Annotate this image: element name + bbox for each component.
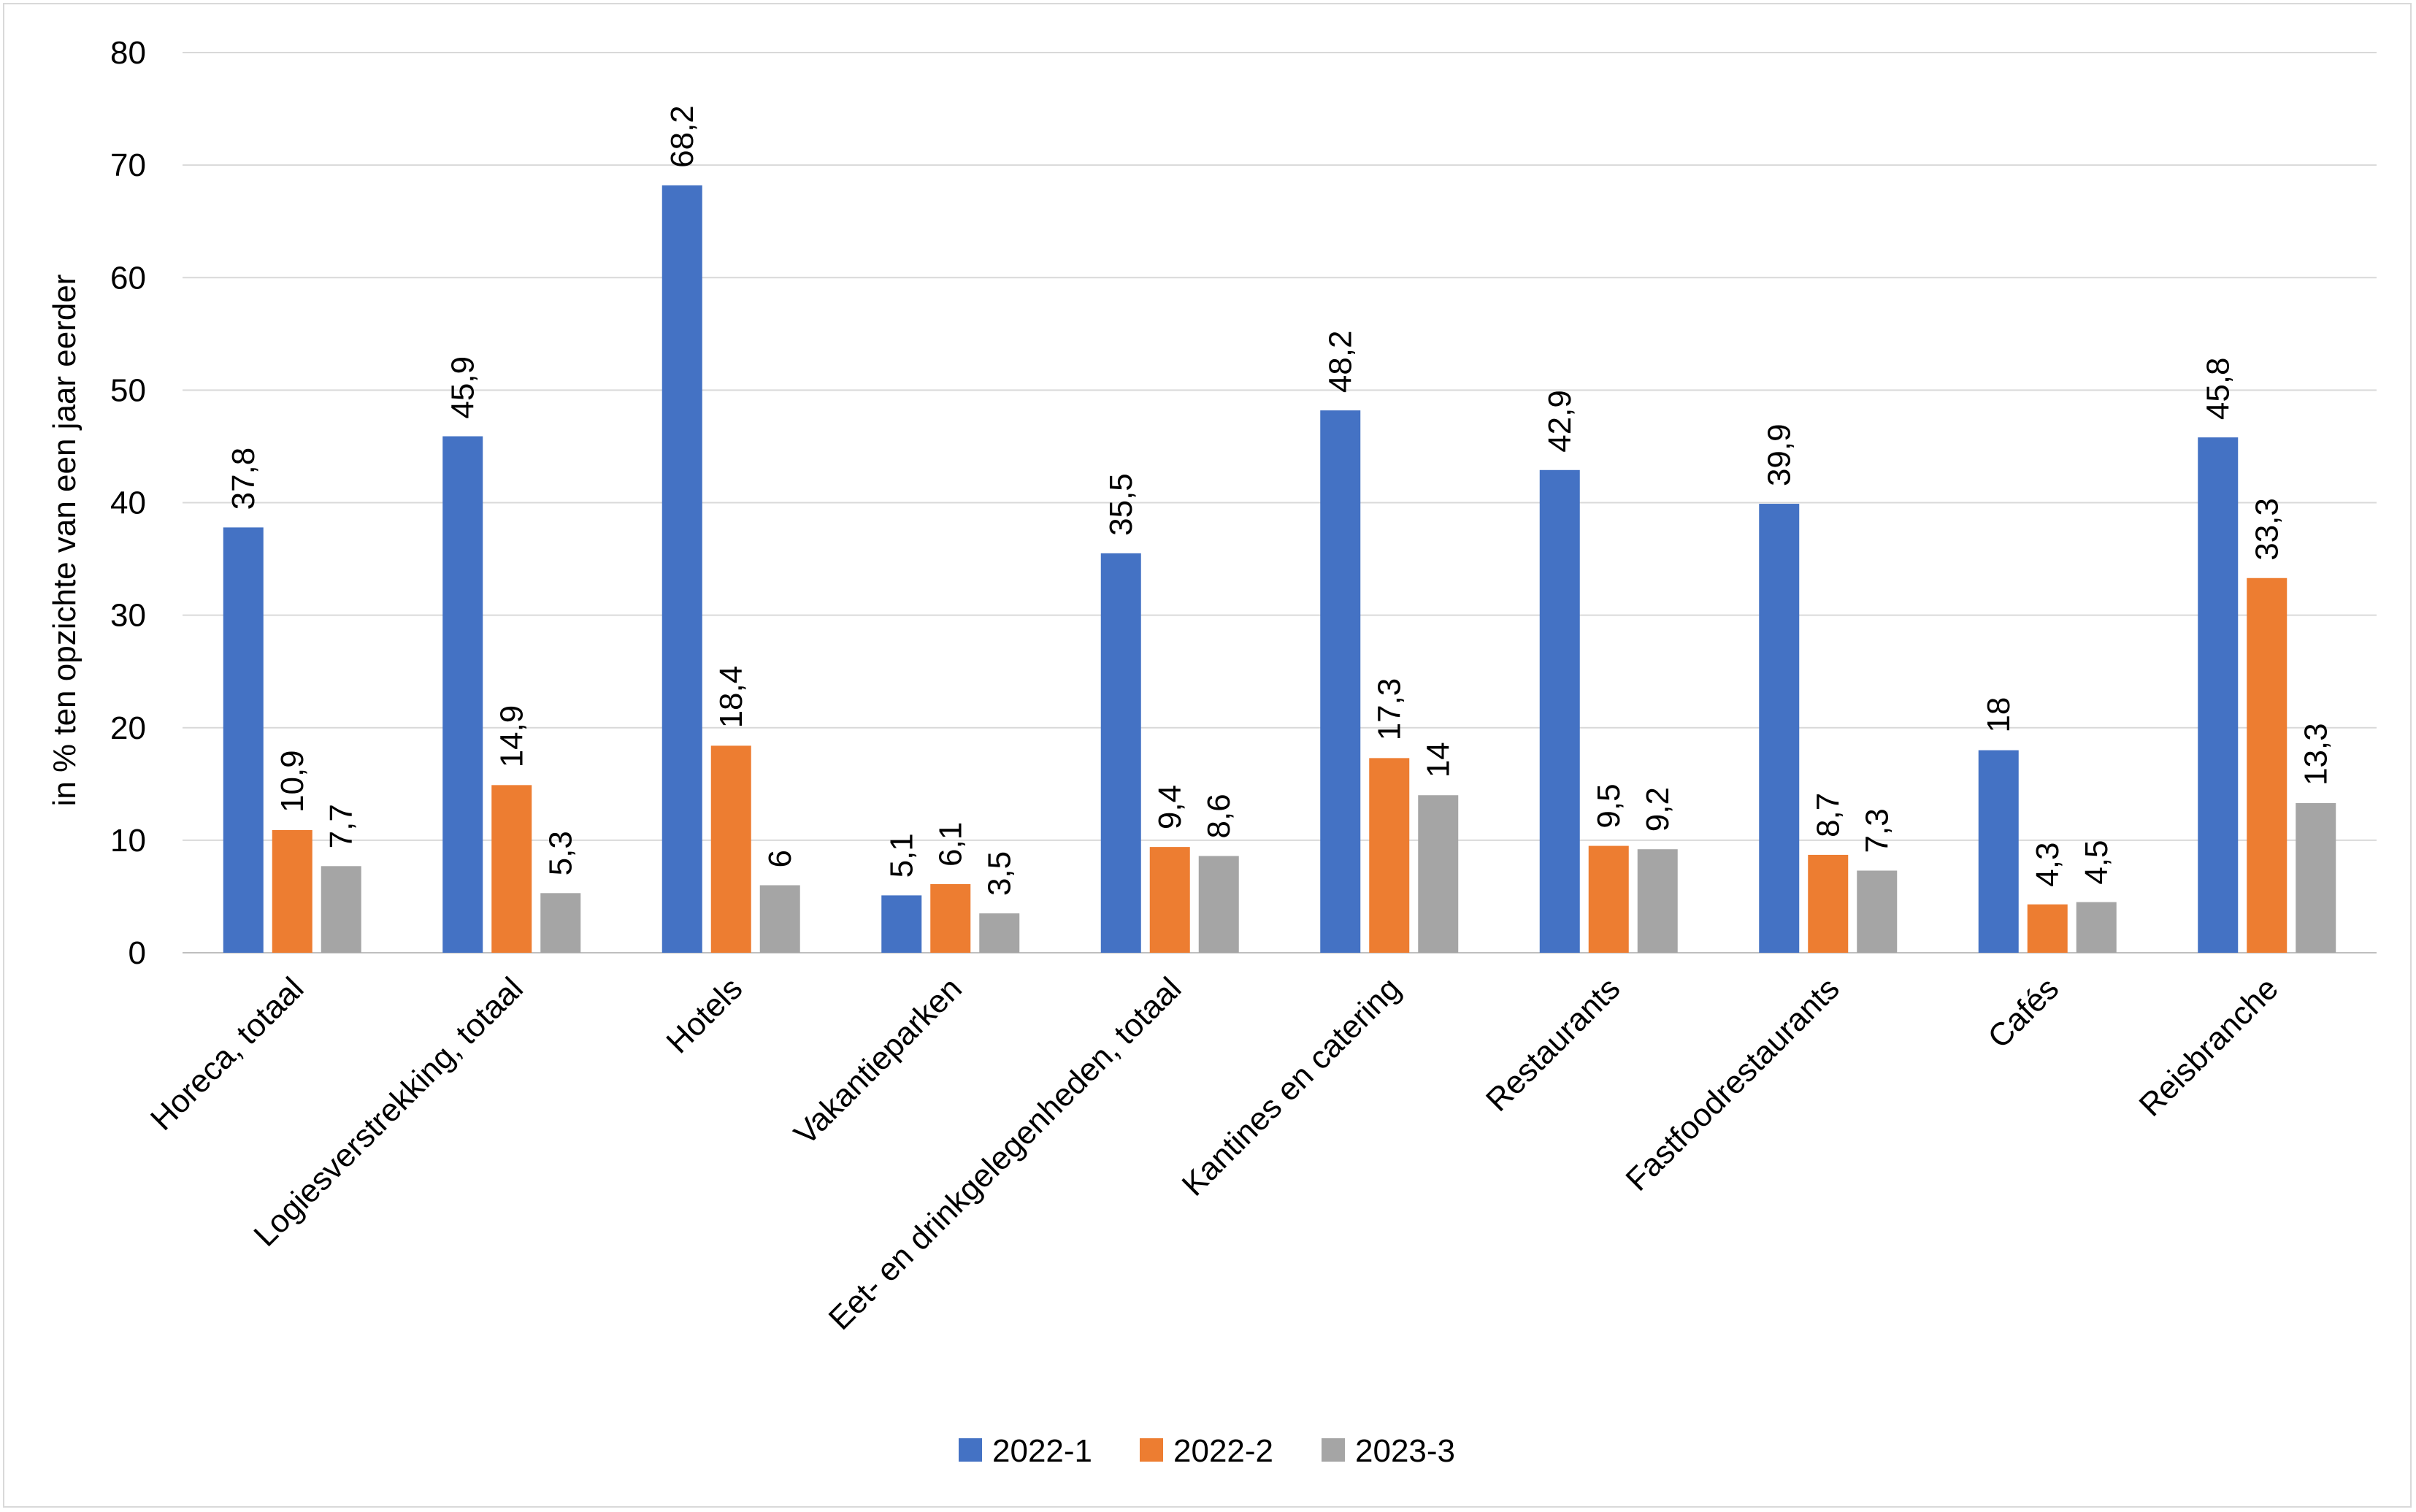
bar-2023-3 — [2076, 902, 2117, 953]
data-label: 45,9 — [445, 356, 481, 419]
bar-2022-2 — [491, 785, 532, 953]
y-axis-tick-labels: 0 10 20 30 40 50 60 70 80 — [110, 35, 146, 971]
bar-2022-2 — [710, 745, 751, 953]
bar-2023-3 — [540, 893, 581, 953]
x-tick-label: Reisbranche — [2132, 970, 2285, 1123]
bar-2023-3 — [2296, 803, 2336, 953]
y-axis-title: in % ten opzichte van een jaar eerder — [47, 275, 83, 807]
data-label: 8,6 — [1201, 794, 1237, 838]
bar-2022-1 — [661, 185, 702, 953]
y-tick-label: 60 — [110, 260, 146, 296]
y-tick-label: 0 — [129, 935, 146, 971]
bar-2022-1 — [1100, 553, 1141, 953]
data-label: 13,3 — [2298, 723, 2334, 786]
x-tick-label: Kantines en catering — [1176, 970, 1408, 1202]
data-label: 8,7 — [1811, 793, 1846, 837]
data-label: 4,5 — [2079, 840, 2114, 884]
bar-2022-2 — [930, 883, 971, 953]
legend-swatch — [959, 1438, 982, 1462]
data-label: 45,8 — [2201, 357, 2236, 420]
y-tick-label: 20 — [110, 710, 146, 746]
legend-swatch — [1140, 1438, 1163, 1462]
bar-2022-1 — [1759, 504, 1800, 953]
legend-label: 2023-3 — [1355, 1433, 1455, 1469]
data-label: 5,3 — [543, 831, 579, 875]
x-tick-label: Hotels — [659, 970, 749, 1060]
bar-2022-1 — [881, 895, 922, 953]
data-label: 48,2 — [1323, 330, 1359, 393]
legend: 2022-1 2022-2 2023-3 — [959, 1433, 1455, 1469]
data-label: 5,1 — [884, 833, 920, 878]
data-label: 7,3 — [1860, 808, 1895, 853]
bar-2022-2 — [2027, 904, 2068, 953]
data-label: 39,9 — [1762, 423, 1798, 486]
y-tick-label: 50 — [110, 372, 146, 408]
bar-2022-1 — [223, 527, 264, 953]
x-tick-label: Vakantieparken — [787, 970, 969, 1152]
data-label: 18 — [1981, 697, 2017, 733]
bar-2023-3 — [979, 913, 1020, 953]
bar-2023-3 — [1198, 856, 1239, 953]
data-label: 9,2 — [1640, 787, 1676, 832]
bar-2022-2 — [2247, 577, 2287, 953]
y-tick-label: 10 — [110, 823, 146, 859]
data-label: 18,4 — [713, 666, 749, 729]
bar-2022-1 — [2198, 437, 2239, 953]
bar-2022-2 — [1149, 847, 1190, 953]
bar-2022-1 — [1978, 750, 2019, 953]
x-tick-label: Fastfoodrestaurants — [1619, 970, 1846, 1197]
data-label: 3,5 — [982, 851, 1018, 896]
data-label: 9,5 — [1591, 783, 1627, 828]
bar-2022-2 — [272, 830, 312, 953]
bar-2022-2 — [1369, 758, 1410, 953]
bar-2022-1 — [1539, 469, 1580, 953]
bar-2022-1 — [1320, 410, 1361, 953]
bar-2023-3 — [1637, 849, 1678, 953]
y-tick-label: 30 — [110, 598, 146, 634]
data-label: 17,3 — [1372, 678, 1408, 741]
bar-2023-3 — [1857, 870, 1898, 953]
y-tick-label: 70 — [110, 147, 146, 183]
data-label: 14,9 — [494, 705, 530, 768]
legend-swatch — [1322, 1438, 1345, 1462]
x-tick-label: Restaurants — [1479, 970, 1627, 1118]
legend-label: 2022-1 — [992, 1433, 1092, 1469]
x-tick-label: Cafés — [1981, 970, 2066, 1055]
bar-2023-3 — [1418, 795, 1459, 953]
data-label: 7,7 — [323, 804, 359, 848]
data-label: 4,3 — [2030, 843, 2066, 887]
data-label: 37,8 — [226, 448, 261, 510]
bars — [223, 185, 2336, 953]
data-label: 42,9 — [1542, 390, 1578, 453]
bar-2022-2 — [1588, 845, 1629, 953]
data-label: 10,9 — [275, 750, 310, 813]
data-label: 14 — [1421, 742, 1457, 778]
bar-2023-3 — [321, 866, 361, 953]
bar-2022-1 — [442, 436, 483, 953]
data-labels: 37,8 10,9 7,7 45,9 14,9 5,3 68,2 18,4 6 5,1 6,1 3,5… — [226, 105, 2334, 896]
legend-label: 2022-2 — [1173, 1433, 1273, 1469]
y-tick-label: 40 — [110, 486, 146, 521]
bar-2022-2 — [1808, 854, 1849, 953]
y-tick-label: 80 — [110, 35, 146, 71]
x-tick-label: Horeca, totaal — [144, 970, 310, 1137]
data-label: 6,1 — [933, 822, 969, 867]
data-label: 68,2 — [664, 105, 700, 168]
x-tick-label: Eet- en drinkgelegenheden, totaal — [822, 970, 1189, 1337]
data-label: 9,4 — [1152, 785, 1188, 829]
data-label: 33,3 — [2250, 498, 2285, 561]
data-label: 35,5 — [1103, 473, 1139, 536]
bar-2023-3 — [759, 885, 800, 953]
data-label: 6 — [762, 850, 798, 867]
